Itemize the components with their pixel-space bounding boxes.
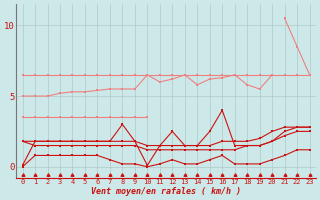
Point (20, 173, 25, 176)
Point (269, 173, 275, 176)
Point (132, 173, 137, 176)
Point (107, 173, 112, 176)
Point (120, 173, 125, 176)
Point (220, 173, 225, 176)
Point (82, 173, 87, 176)
Point (282, 173, 287, 176)
Point (244, 173, 250, 176)
Point (182, 173, 187, 176)
Point (95, 173, 100, 176)
Point (232, 173, 237, 176)
Point (32, 173, 37, 176)
Point (170, 173, 175, 176)
Point (57, 173, 62, 176)
X-axis label: Vent moyen/en rafales ( km/h ): Vent moyen/en rafales ( km/h ) (91, 187, 241, 196)
Point (145, 173, 150, 176)
Point (294, 173, 300, 176)
Point (307, 173, 312, 176)
Point (195, 173, 200, 176)
Point (207, 173, 212, 176)
Point (45, 173, 50, 176)
Point (257, 173, 262, 176)
Point (70, 173, 75, 176)
Point (157, 173, 162, 176)
